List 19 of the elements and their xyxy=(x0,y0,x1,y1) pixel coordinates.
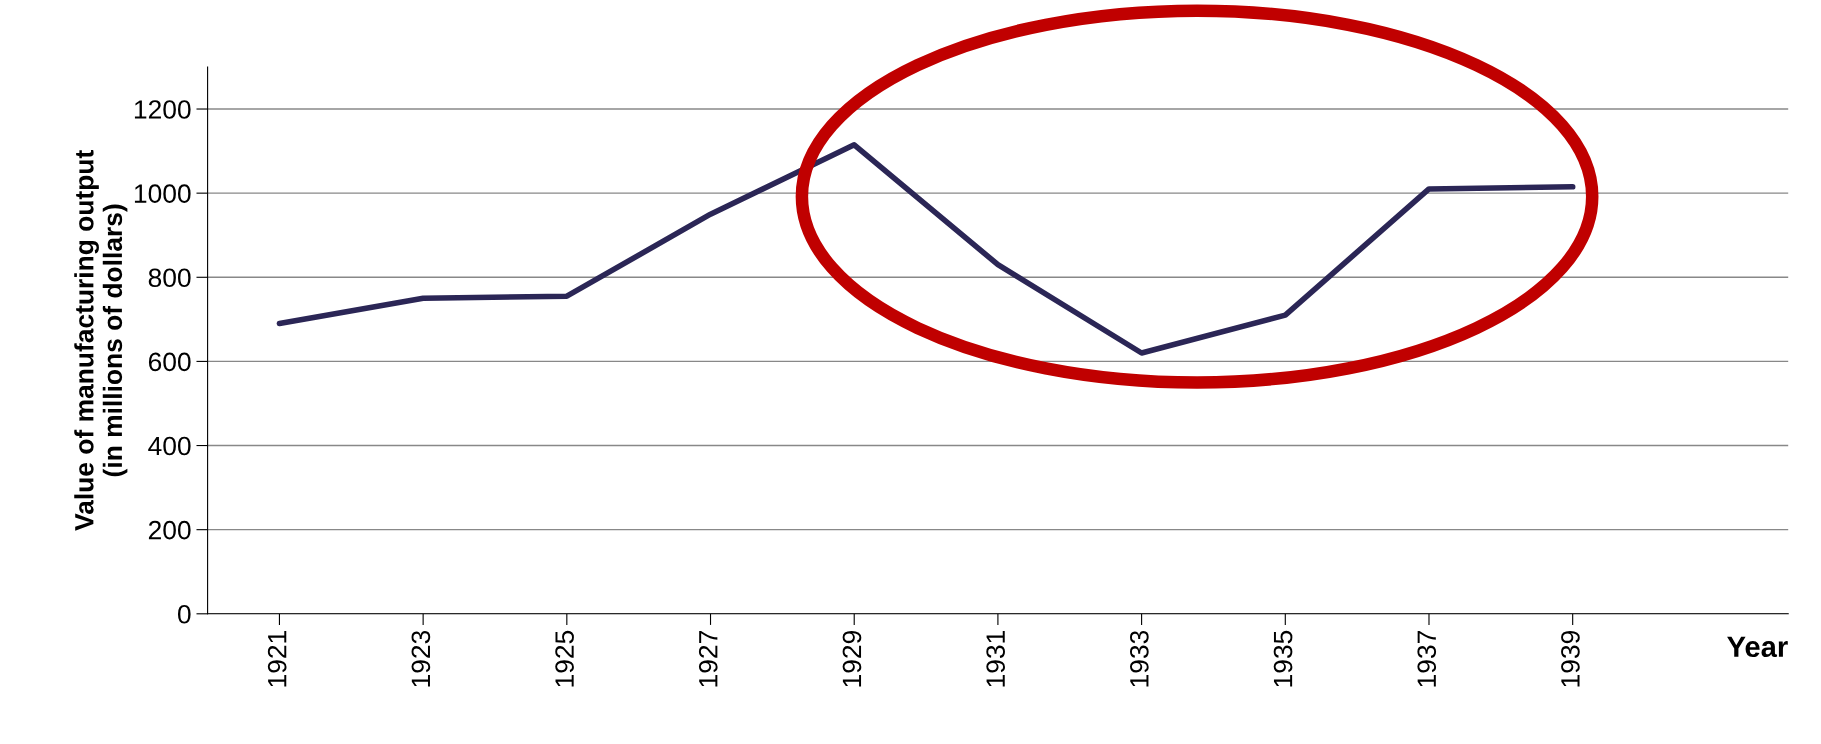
y-tick-label: 600 xyxy=(148,352,191,372)
x-tick-label: 1929 xyxy=(842,631,862,687)
y-tick-label: 800 xyxy=(148,268,191,288)
x-tick-label: 1939 xyxy=(1561,631,1580,687)
y-tick-label: 1000 xyxy=(134,184,191,203)
y-tick-label: 0 xyxy=(177,604,191,624)
y-tick-label: 1200 xyxy=(134,100,191,119)
y-tick-label: 200 xyxy=(148,520,191,540)
x-axis-title: Year xyxy=(1727,636,1788,658)
x-tick-label: 1927 xyxy=(698,631,718,687)
x-tick-label: 1931 xyxy=(986,631,1005,687)
x-tick-label: 1923 xyxy=(411,630,431,687)
x-tick-label: 1933 xyxy=(1130,630,1149,687)
x-tick-label: 1925 xyxy=(555,630,574,687)
y-tick-label: 400 xyxy=(148,436,191,456)
x-tick-label: 1935 xyxy=(1273,630,1293,687)
y-axis-title: Value of manufacturing output (in millions of dollars) xyxy=(74,150,128,531)
x-tick-label: 1921 xyxy=(267,631,287,687)
x-tick-label: 1937 xyxy=(1417,631,1437,687)
